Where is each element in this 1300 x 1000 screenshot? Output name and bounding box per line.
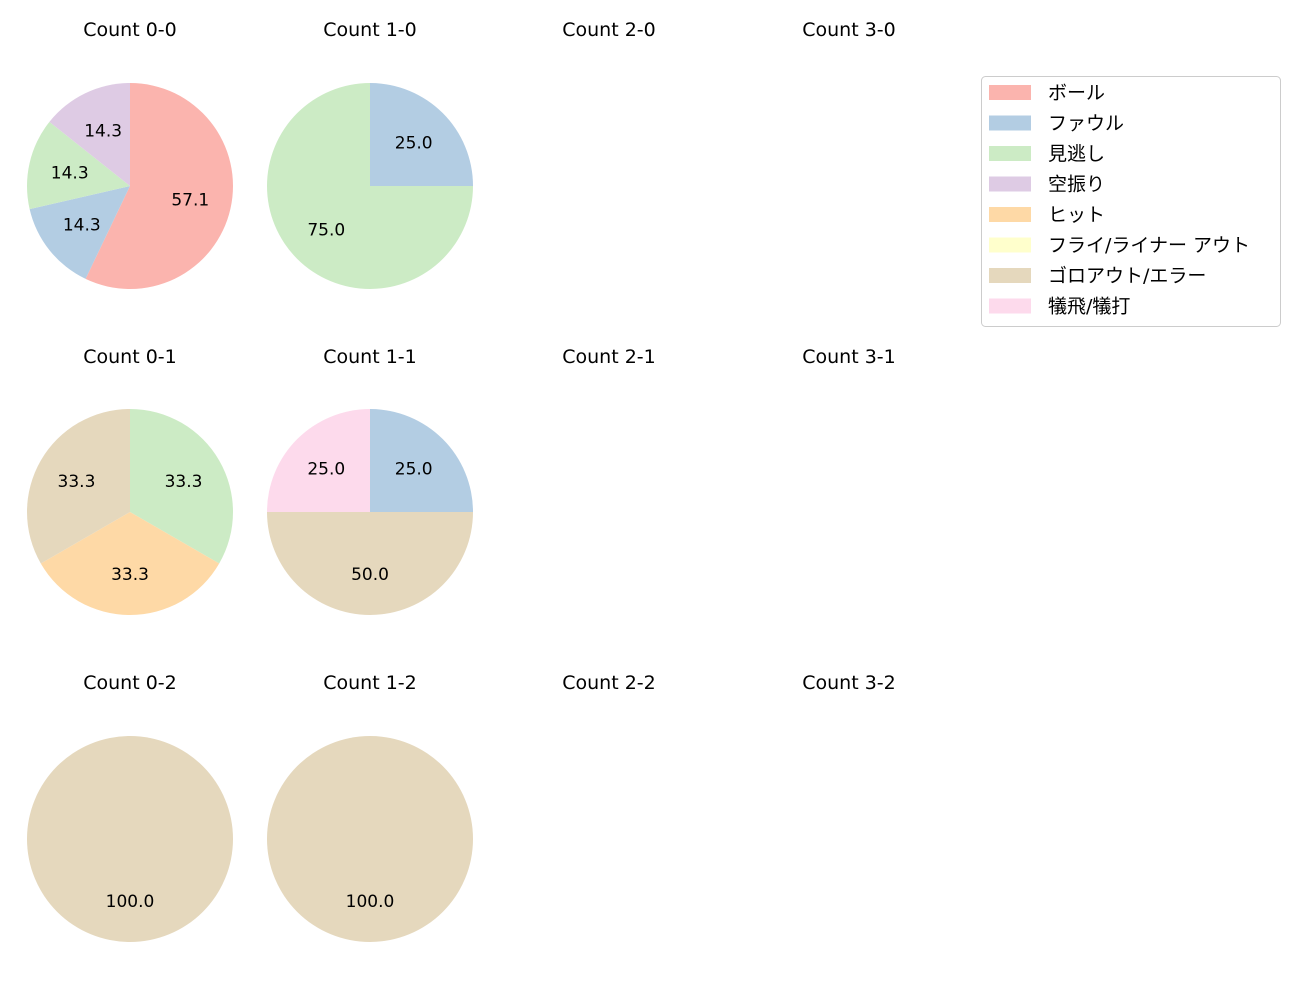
legend-swatch — [989, 115, 1031, 131]
pie-slice — [29, 186, 130, 279]
legend-frame — [981, 76, 1281, 327]
pie-slice — [27, 409, 130, 564]
subplot-title: Count 2-2 — [562, 672, 656, 694]
legend-label: フライ/ライナー アウト — [1048, 235, 1250, 257]
slice-label: 14.3 — [63, 216, 101, 236]
slice-label: 57.1 — [171, 191, 209, 211]
slice-label: 100.0 — [106, 892, 155, 912]
pie-slice — [85, 83, 233, 290]
subplot-title: Count 1-0 — [323, 19, 417, 41]
pie-subplot: Count 3-1 — [802, 346, 896, 368]
pie-slice — [27, 736, 233, 942]
pie-slice — [49, 83, 131, 186]
subplot-title: Count 2-0 — [562, 19, 656, 41]
slice-label: 14.3 — [84, 121, 122, 141]
subplot-title: Count 3-1 — [802, 346, 896, 368]
subplot-title: Count 0-1 — [83, 346, 177, 368]
pie-slice — [370, 83, 473, 186]
slice-label: 14.3 — [51, 163, 89, 183]
legend-label: 空振り — [1048, 174, 1105, 196]
slice-label: 25.0 — [395, 133, 433, 153]
pie-subplot: Count 0-2 100.0 — [27, 672, 233, 942]
pie-subplot: Count 1-1 25.0 50.0 25.0 — [267, 346, 473, 615]
subplot-title: Count 3-2 — [802, 672, 896, 694]
legend-swatch — [989, 146, 1031, 161]
subplot-title: Count 0-2 — [83, 672, 177, 694]
subplot-title: Count 2-1 — [562, 346, 656, 368]
pie-slice — [370, 409, 473, 512]
legend-swatch — [989, 176, 1031, 192]
pie-subplot: Count 1-2 100.0 — [267, 672, 473, 942]
slice-label: 25.0 — [307, 459, 345, 479]
slice-label: 100.0 — [346, 892, 395, 912]
pie-subplot: Count 3-0 — [802, 19, 896, 41]
slice-label: 50.0 — [351, 565, 389, 585]
pie-slice — [267, 83, 473, 289]
pie-subplot: Count 2-2 — [562, 672, 656, 694]
legend-swatch — [989, 207, 1031, 222]
slice-label: 33.3 — [58, 472, 96, 492]
legend-swatch — [989, 237, 1031, 253]
legend-swatch — [989, 85, 1031, 100]
pie-slice — [130, 409, 233, 564]
pie-slice — [40, 512, 220, 615]
pie-subplot: Count 2-1 — [562, 346, 656, 368]
pie-subplot: Count 0-0 57.1 14.3 14.3 14.3 — [27, 19, 233, 290]
slice-label: 75.0 — [307, 221, 345, 241]
pie-slice — [27, 121, 130, 210]
pie-subplot: Count 0-1 33.3 33.3 33.3 — [27, 346, 233, 615]
subplot-title: Count 0-0 — [83, 19, 177, 41]
pie-slice — [267, 409, 370, 512]
slice-label: 25.0 — [395, 459, 433, 479]
subplot-title: Count 3-0 — [802, 19, 896, 41]
legend-label: ゴロアウト/エラー — [1048, 265, 1206, 287]
pie-subplot: Count 2-0 — [562, 19, 656, 41]
legend-label: ボール — [1048, 82, 1105, 104]
subplot-title: Count 1-1 — [323, 346, 417, 368]
slice-label: 33.3 — [111, 565, 149, 585]
legend-swatch — [989, 298, 1031, 314]
pie-slice — [267, 736, 473, 942]
subplot-title: Count 1-2 — [323, 672, 417, 694]
legend-label: 犠飛/犠打 — [1048, 296, 1130, 318]
slice-label: 33.3 — [165, 472, 203, 492]
pie-subplot: Count 3-2 — [802, 672, 896, 694]
legend-label: 見逃し — [1048, 143, 1105, 165]
legend-label: ヒット — [1048, 204, 1105, 226]
legend-label: ファウル — [1048, 113, 1124, 135]
pie-slice — [267, 512, 473, 615]
pie-subplot: Count 1-0 25.0 75.0 — [267, 19, 473, 289]
legend-swatch — [989, 268, 1031, 283]
